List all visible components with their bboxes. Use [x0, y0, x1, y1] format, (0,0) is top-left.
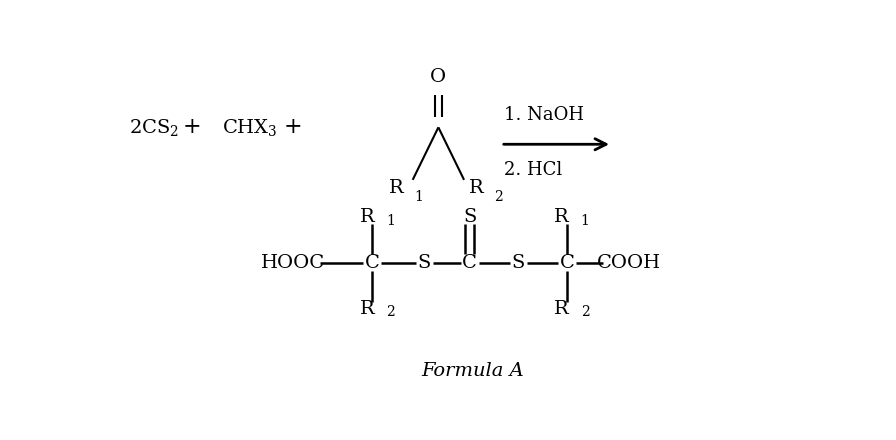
Text: C: C: [559, 254, 574, 272]
Text: S: S: [463, 208, 477, 226]
Text: 2: 2: [386, 305, 395, 319]
Text: 2: 2: [494, 190, 503, 204]
Text: $\mathregular{2CS_2}$: $\mathregular{2CS_2}$: [129, 117, 179, 138]
Text: $\mathregular{CHX_3}$: $\mathregular{CHX_3}$: [221, 117, 278, 138]
Text: S: S: [418, 254, 431, 272]
Text: 1: 1: [386, 213, 395, 227]
Text: 2. HCl: 2. HCl: [504, 161, 563, 179]
Text: 1: 1: [414, 190, 423, 204]
Text: R: R: [390, 180, 404, 197]
Text: HOOC: HOOC: [261, 254, 324, 272]
Text: +: +: [183, 116, 202, 138]
Text: R: R: [359, 300, 375, 318]
Text: C: C: [462, 254, 477, 272]
Text: C: C: [365, 254, 380, 272]
Text: 1. NaOH: 1. NaOH: [504, 106, 584, 125]
Text: R: R: [554, 208, 569, 226]
Text: +: +: [283, 116, 302, 138]
Text: R: R: [359, 208, 375, 226]
Text: Formula A: Formula A: [422, 362, 524, 380]
Text: S: S: [512, 254, 525, 272]
Text: 1: 1: [581, 213, 590, 227]
Text: R: R: [554, 300, 569, 318]
Text: COOH: COOH: [598, 254, 661, 272]
Text: 2: 2: [581, 305, 590, 319]
Text: R: R: [470, 180, 484, 197]
Text: O: O: [430, 67, 446, 85]
